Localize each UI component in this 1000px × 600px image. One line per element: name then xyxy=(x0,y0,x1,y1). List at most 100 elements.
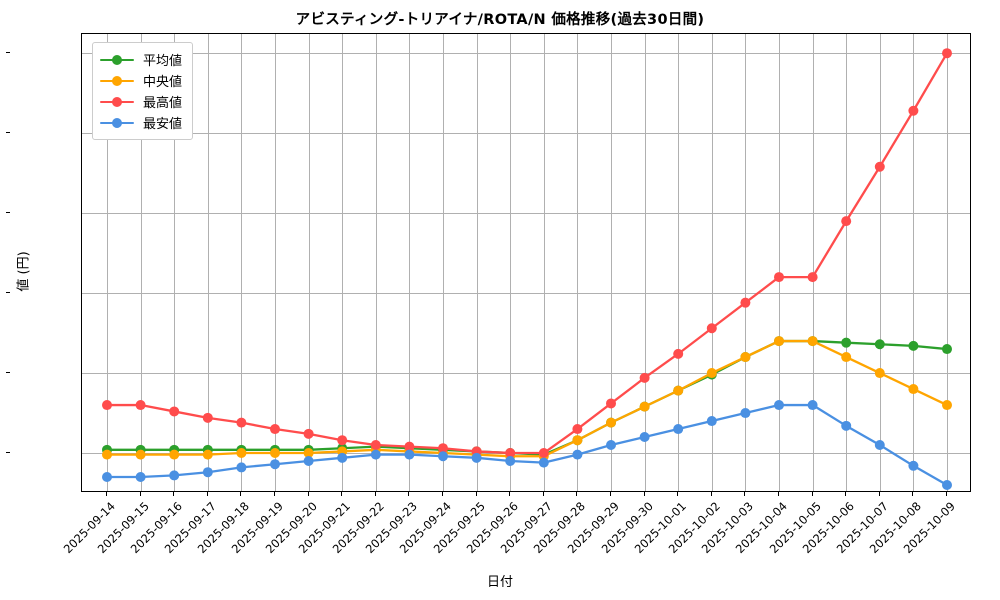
y-tick-mark xyxy=(6,292,10,294)
data-point xyxy=(807,400,818,411)
legend-item-最高値[interactable]: 最高値 xyxy=(100,91,182,112)
data-point xyxy=(673,385,684,396)
gridline-vertical xyxy=(174,34,176,491)
data-point xyxy=(135,472,146,483)
y-tick-mark xyxy=(6,212,10,214)
series-line xyxy=(105,403,949,487)
gridline-vertical xyxy=(275,34,276,491)
data-point xyxy=(740,352,751,363)
x-tick-mark xyxy=(778,492,779,496)
data-point xyxy=(807,336,818,347)
data-point xyxy=(135,400,146,411)
gridline-vertical xyxy=(812,34,814,491)
legend-item-中央値[interactable]: 中央値 xyxy=(100,70,182,91)
series-最安値 xyxy=(102,400,952,490)
gridline-vertical xyxy=(342,34,344,491)
data-point xyxy=(673,348,684,359)
x-tick-mark xyxy=(206,492,208,496)
data-point xyxy=(942,344,952,355)
data-point xyxy=(236,462,247,473)
legend-swatch-icon xyxy=(100,117,134,129)
plot-area xyxy=(81,33,971,492)
x-tick-mark xyxy=(878,492,880,496)
y-axis: 50100150200250300 xyxy=(0,0,81,600)
data-point xyxy=(774,400,784,411)
gridline-vertical xyxy=(678,34,680,491)
series-line xyxy=(105,52,949,455)
data-point xyxy=(908,384,919,395)
data-point xyxy=(908,340,919,351)
data-point xyxy=(202,467,213,478)
x-tick-mark xyxy=(912,492,914,496)
series-平均値 xyxy=(102,336,952,460)
data-point xyxy=(706,416,717,427)
data-point xyxy=(438,443,448,454)
x-tick-mark xyxy=(542,492,544,496)
x-tick-mark xyxy=(610,492,611,496)
series-line xyxy=(105,339,949,456)
data-point xyxy=(505,456,516,467)
chart-legend: 平均値中央値 最高値最安値 xyxy=(92,42,194,140)
x-tick-mark xyxy=(408,492,410,496)
gridline-vertical xyxy=(577,34,579,491)
x-tick-mark xyxy=(341,492,343,496)
data-point xyxy=(942,48,952,59)
gridline-vertical xyxy=(779,34,780,491)
legend-label: 中央値 xyxy=(143,75,183,90)
data-point xyxy=(270,448,280,459)
x-tick-mark xyxy=(946,492,947,496)
data-point xyxy=(102,449,112,460)
series-中央値 xyxy=(102,336,952,462)
gridline-horizontal xyxy=(82,213,970,215)
data-point xyxy=(942,480,952,490)
data-point xyxy=(841,216,852,227)
y-axis-label: 値 (円) xyxy=(16,251,32,292)
data-point xyxy=(874,161,885,172)
legend-item-最安値[interactable]: 最安値 xyxy=(100,112,182,133)
data-point xyxy=(841,352,852,363)
x-tick-mark xyxy=(240,492,242,496)
gridline-vertical xyxy=(476,34,478,491)
gridline-vertical xyxy=(947,34,948,491)
data-point xyxy=(606,417,616,428)
data-point xyxy=(807,272,818,283)
gridline-vertical xyxy=(510,34,512,491)
gridline-vertical xyxy=(308,34,310,491)
y-tick-mark xyxy=(6,52,10,54)
data-point xyxy=(673,424,684,435)
data-point xyxy=(303,428,314,439)
data-point xyxy=(337,452,348,463)
data-point xyxy=(572,435,583,446)
x-tick-mark xyxy=(475,492,477,496)
gridline-vertical xyxy=(543,34,545,491)
legend-item-平均値[interactable]: 平均値 xyxy=(100,49,182,70)
data-point xyxy=(404,441,415,452)
x-tick-mark xyxy=(811,492,813,496)
legend-label: 最安値 xyxy=(143,117,183,132)
series-line xyxy=(105,339,949,458)
data-point xyxy=(337,435,348,446)
gridline-horizontal xyxy=(82,293,970,295)
y-tick-mark xyxy=(6,372,10,374)
data-point xyxy=(740,297,751,308)
x-tick-mark xyxy=(139,492,141,496)
data-point xyxy=(908,105,919,116)
data-point xyxy=(942,400,952,411)
data-point xyxy=(102,400,112,411)
gridline-vertical xyxy=(409,34,411,491)
y-tick-mark xyxy=(6,452,10,454)
data-point xyxy=(538,457,549,468)
data-point xyxy=(706,323,717,334)
data-point xyxy=(639,372,650,383)
data-point xyxy=(169,449,180,460)
gridline-vertical xyxy=(711,34,713,491)
x-tick-mark xyxy=(845,492,847,496)
data-point xyxy=(169,406,180,417)
gridline-vertical xyxy=(443,34,444,491)
x-tick-mark xyxy=(509,492,511,496)
data-point xyxy=(841,337,852,348)
x-tick-mark xyxy=(173,492,175,496)
data-point xyxy=(370,449,381,460)
series-最高値 xyxy=(102,48,952,459)
